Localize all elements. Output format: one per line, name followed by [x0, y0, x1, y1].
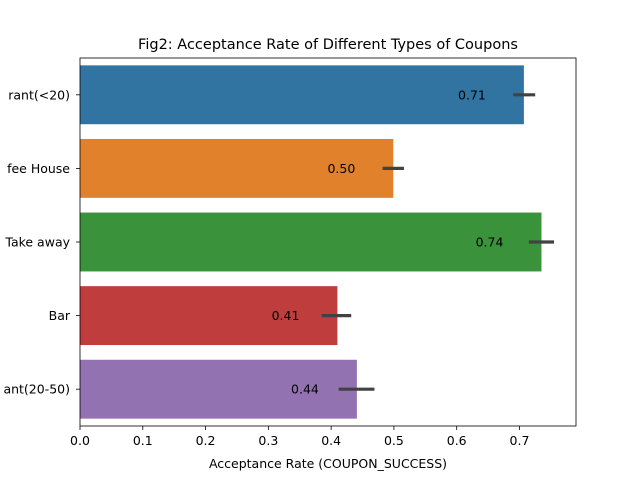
- data-label-coffee-house: 0.50: [327, 161, 355, 176]
- bar-bar: [80, 286, 338, 346]
- data-label-restaurant-20-50: 0.44: [291, 382, 319, 397]
- x-tick-label: 0.2: [196, 433, 216, 448]
- data-label-bar: 0.41: [272, 308, 300, 323]
- x-tick-label: 0.6: [447, 433, 467, 448]
- bars-group: [80, 65, 542, 419]
- x-tick-label: 0.3: [258, 433, 278, 448]
- bar-coffee-house: [80, 138, 394, 198]
- bar-restaurant-20-50: [80, 359, 357, 419]
- x-tick-label: 0.4: [321, 433, 341, 448]
- bar-take-away: [80, 212, 542, 272]
- chart-title: Fig2: Acceptance Rate of Different Types…: [138, 37, 518, 53]
- x-tick-label: 0.1: [133, 433, 153, 448]
- y-tick-label-take-away: Take away: [4, 235, 70, 250]
- y-tick-label-bar: Bar: [49, 308, 71, 323]
- x-axis-label: Acceptance Rate (COUPON_SUCCESS): [209, 456, 447, 471]
- x-tick-label: 0.7: [510, 433, 530, 448]
- x-tick-label: 0.0: [70, 433, 90, 448]
- bar-restaurant-20: [80, 65, 524, 125]
- y-tick-label-restaurant-20-50: ant(20-50): [3, 382, 70, 397]
- x-ticks-group: 0.0 0.1 0.2 0.3 0.4 0.5 0.6 0.7: [70, 426, 529, 448]
- data-label-restaurant-20: 0.71: [458, 87, 486, 102]
- y-tick-label-restaurant-20: rant(<20): [8, 87, 70, 102]
- data-labels-group: 0.71 0.50 0.74 0.41 0.44: [272, 87, 504, 396]
- y-ticks-group: rant(<20) fee House Take away Bar ant(20-50): [3, 87, 80, 397]
- data-label-take-away: 0.74: [476, 235, 504, 250]
- error-bars-group: [321, 93, 555, 391]
- x-tick-label: 0.5: [384, 433, 404, 448]
- y-tick-label-coffee-house: fee House: [7, 161, 70, 176]
